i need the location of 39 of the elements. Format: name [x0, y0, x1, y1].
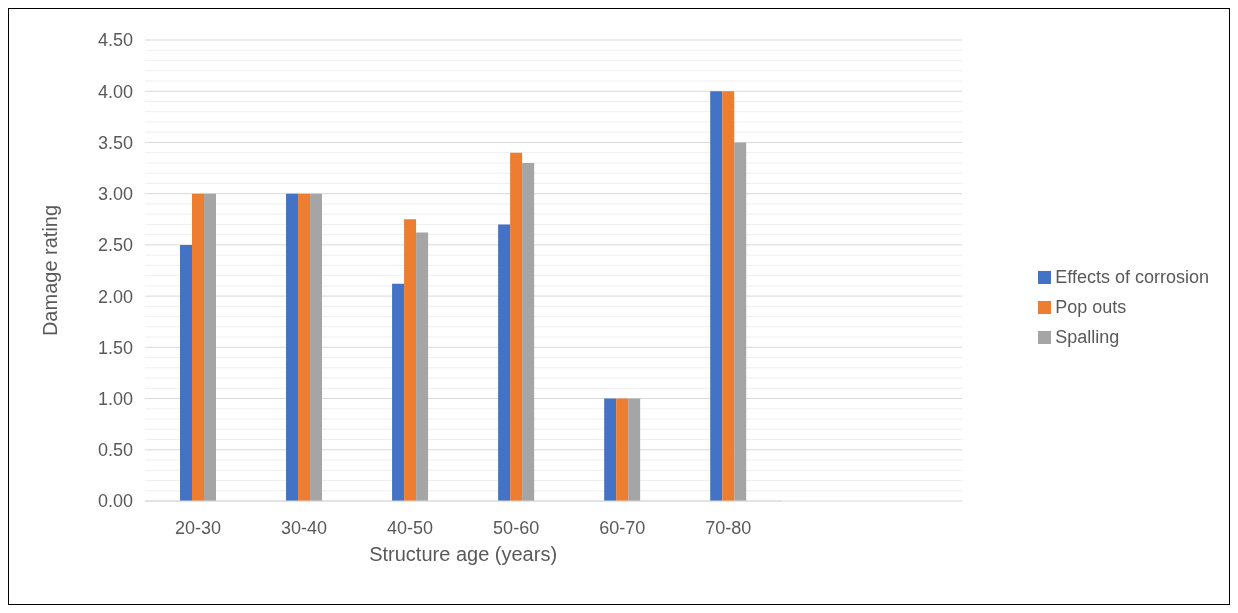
- x-axis-title: Structure age (years): [369, 543, 558, 565]
- bar: [522, 162, 535, 501]
- bar: [510, 152, 523, 501]
- bar: [722, 91, 735, 501]
- y-axis-title: Damage rating: [39, 204, 61, 337]
- bar: [628, 398, 641, 501]
- bar: [298, 193, 311, 501]
- bar: [616, 398, 629, 501]
- bar: [179, 244, 192, 501]
- bar: [604, 398, 617, 501]
- bar: [310, 193, 323, 501]
- y-tick-label: 3.50: [97, 132, 133, 153]
- y-tick-label: 0.50: [97, 440, 133, 461]
- x-tick-label: 40-50: [387, 517, 434, 538]
- y-tick-label: 1.50: [97, 337, 133, 358]
- y-tick-label: 2.50: [97, 235, 133, 256]
- y-tick-label: 3.00: [97, 184, 133, 205]
- bar: [191, 193, 204, 501]
- x-tick-label: 20-30: [175, 517, 222, 538]
- bar: [710, 91, 723, 501]
- x-tick-label: 50-60: [493, 517, 540, 538]
- y-tick-label: 4.50: [97, 30, 133, 51]
- bar: [392, 283, 405, 501]
- x-tick-label: 70-80: [705, 517, 752, 538]
- bar: [498, 224, 511, 501]
- x-tick-label: 30-40: [281, 517, 328, 538]
- y-tick-label: 1.00: [97, 388, 133, 409]
- x-tick-label: 60-70: [599, 517, 646, 538]
- y-tick-label: 2.00: [97, 286, 133, 307]
- bar: [416, 232, 429, 501]
- bar: [734, 142, 747, 501]
- bar: [286, 193, 299, 501]
- legend-label: Spalling: [1055, 326, 1120, 347]
- y-tick-label: 4.00: [97, 81, 133, 102]
- legend-label: Effects of corrosion: [1055, 266, 1209, 287]
- y-tick-label: 0.00: [97, 491, 133, 512]
- bar: [404, 219, 417, 501]
- legend-label: Pop outs: [1055, 296, 1127, 317]
- bar: [203, 193, 216, 501]
